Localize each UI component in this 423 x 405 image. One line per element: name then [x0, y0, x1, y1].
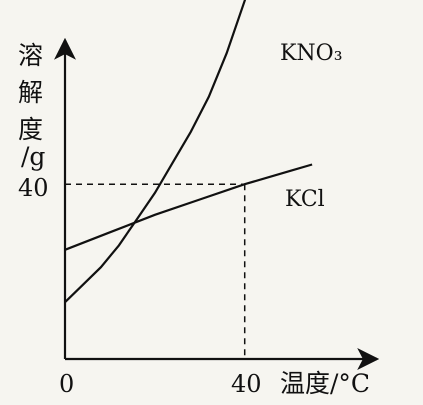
x-axis-label: 温度/°C [280, 369, 370, 398]
kno3-label: KNO₃ [280, 41, 343, 66]
kno3-curve [64, 0, 247, 303]
y-tick-label-40: 40 [18, 174, 49, 202]
x-tick-label-0: 0 [59, 370, 74, 398]
y-axis-label-line-3: 度 [18, 115, 43, 144]
x-tick-label-40: 40 [231, 370, 262, 398]
y-axis-label-line-4: /g [21, 142, 45, 171]
kcl-label: KCl [285, 187, 325, 212]
y-axis-label-line-2: 解 [18, 78, 43, 107]
y-axis-label-line-1: 溶 [18, 41, 43, 70]
kcl-line [64, 163, 313, 251]
